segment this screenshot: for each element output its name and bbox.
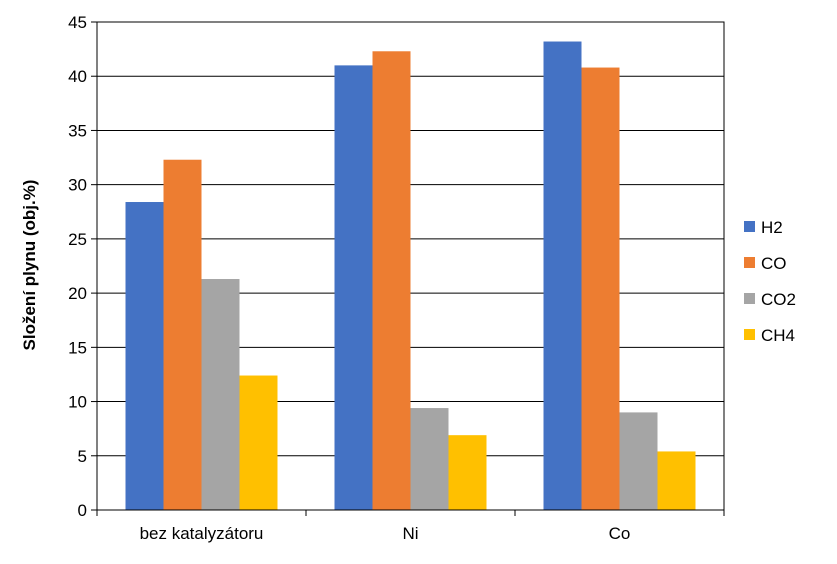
y-axis-title: Složení plynu (obj.%) — [20, 180, 39, 351]
bar-co2-2 — [619, 412, 658, 510]
y-tick-label: 25 — [68, 230, 87, 249]
legend-label-h2: H2 — [761, 218, 783, 237]
bar-co2-0 — [201, 279, 240, 510]
bar-co2-1 — [410, 408, 449, 510]
y-tick-label: 40 — [68, 67, 87, 86]
legend-label-co: CO — [761, 254, 787, 273]
bars — [125, 41, 696, 511]
bar-co-1 — [372, 51, 411, 510]
legend-swatch-h2 — [744, 221, 755, 232]
x-category-label: bez katalyzátoru — [140, 524, 264, 543]
y-tick-label: 15 — [68, 338, 87, 357]
bar-ch4-2 — [657, 451, 696, 510]
y-tick-label: 5 — [78, 447, 87, 466]
legend-swatch-ch4 — [744, 329, 755, 340]
bar-h2-1 — [334, 65, 373, 510]
axes: 0 5 10 15 20 25 30 35 40 45 bez katalyzátoru Ni Co — [68, 13, 725, 543]
bar-ch4-0 — [239, 375, 278, 510]
bar-h2-2 — [543, 41, 582, 511]
legend-label-ch4: CH4 — [761, 326, 795, 345]
y-tick-label: 45 — [68, 13, 87, 32]
legend-swatch-co2 — [744, 293, 755, 304]
y-tick-label: 30 — [68, 176, 87, 195]
legend-swatch-co — [744, 257, 755, 268]
bar-co-2 — [581, 67, 620, 511]
legend-label-co2: CO2 — [761, 290, 796, 309]
y-tick-label: 0 — [78, 501, 87, 520]
plot-area-border — [96, 21, 725, 511]
legend: H2 CO CO2 CH4 — [744, 218, 796, 345]
y-tick-label: 10 — [68, 393, 87, 412]
y-tick-label: 35 — [68, 121, 87, 140]
x-category-label: Co — [609, 524, 631, 543]
bar-h2-0 — [125, 202, 164, 511]
bar-co-0 — [163, 159, 202, 511]
y-tick-label: 20 — [68, 284, 87, 303]
x-category-label: Ni — [402, 524, 418, 543]
bar-ch4-1 — [448, 435, 487, 510]
